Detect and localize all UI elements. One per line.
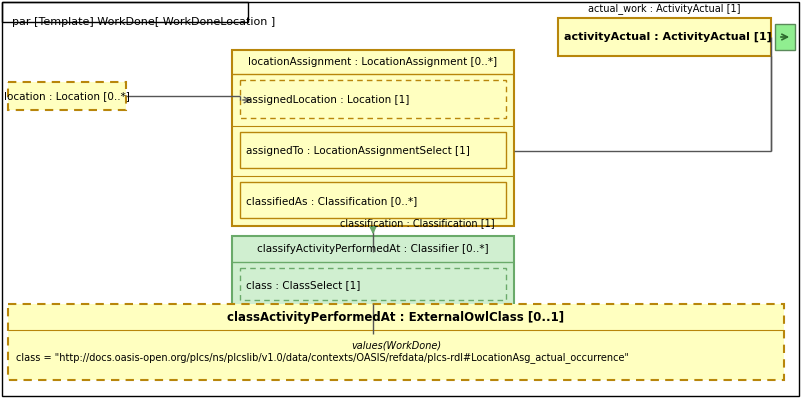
Text: class = "http://docs.oasis-open.org/plcs/ns/plcslib/v1.0/data/contexts/OASIS/ref: class = "http://docs.oasis-open.org/plcs… xyxy=(16,352,629,363)
Bar xyxy=(8,304,784,380)
Text: classification : Classification [1]: classification : Classification [1] xyxy=(340,218,495,228)
Text: location : Location [0..*]: location : Location [0..*] xyxy=(4,91,130,101)
Text: assignedTo : LocationAssignmentSelect [1]: assignedTo : LocationAssignmentSelect [1… xyxy=(246,146,470,156)
Bar xyxy=(775,24,795,50)
Bar xyxy=(8,82,126,110)
Text: class : ClassSelect [1]: class : ClassSelect [1] xyxy=(246,280,360,290)
Bar xyxy=(240,268,506,300)
Text: values(WorkDone): values(WorkDone) xyxy=(351,340,441,350)
Bar xyxy=(240,80,506,118)
Text: activityActual : ActivityActual [1]: activityActual : ActivityActual [1] xyxy=(564,32,771,42)
Bar xyxy=(2,2,248,22)
Text: assignedLocation : Location [1]: assignedLocation : Location [1] xyxy=(246,95,409,105)
Text: actual_work : ActivityActual [1]: actual_work : ActivityActual [1] xyxy=(588,3,741,14)
Bar xyxy=(232,236,514,334)
Text: locationAssignment : LocationAssignment [0..*]: locationAssignment : LocationAssignment … xyxy=(248,57,497,67)
Text: classifiedAs : Classification [0..*]: classifiedAs : Classification [0..*] xyxy=(246,196,417,206)
Bar xyxy=(240,132,506,168)
Bar xyxy=(232,50,514,226)
Bar xyxy=(558,18,771,56)
Bar xyxy=(240,182,506,218)
Text: classActivityPerformedAt : ExternalOwlClass [0..1]: classActivityPerformedAt : ExternalOwlCl… xyxy=(227,310,565,324)
Text: classifyActivityPerformedAt : Classifier [0..*]: classifyActivityPerformedAt : Classifier… xyxy=(257,244,489,254)
Text: par [Template] WorkDone[ WorkDoneLocation ]: par [Template] WorkDone[ WorkDoneLocatio… xyxy=(12,17,276,27)
